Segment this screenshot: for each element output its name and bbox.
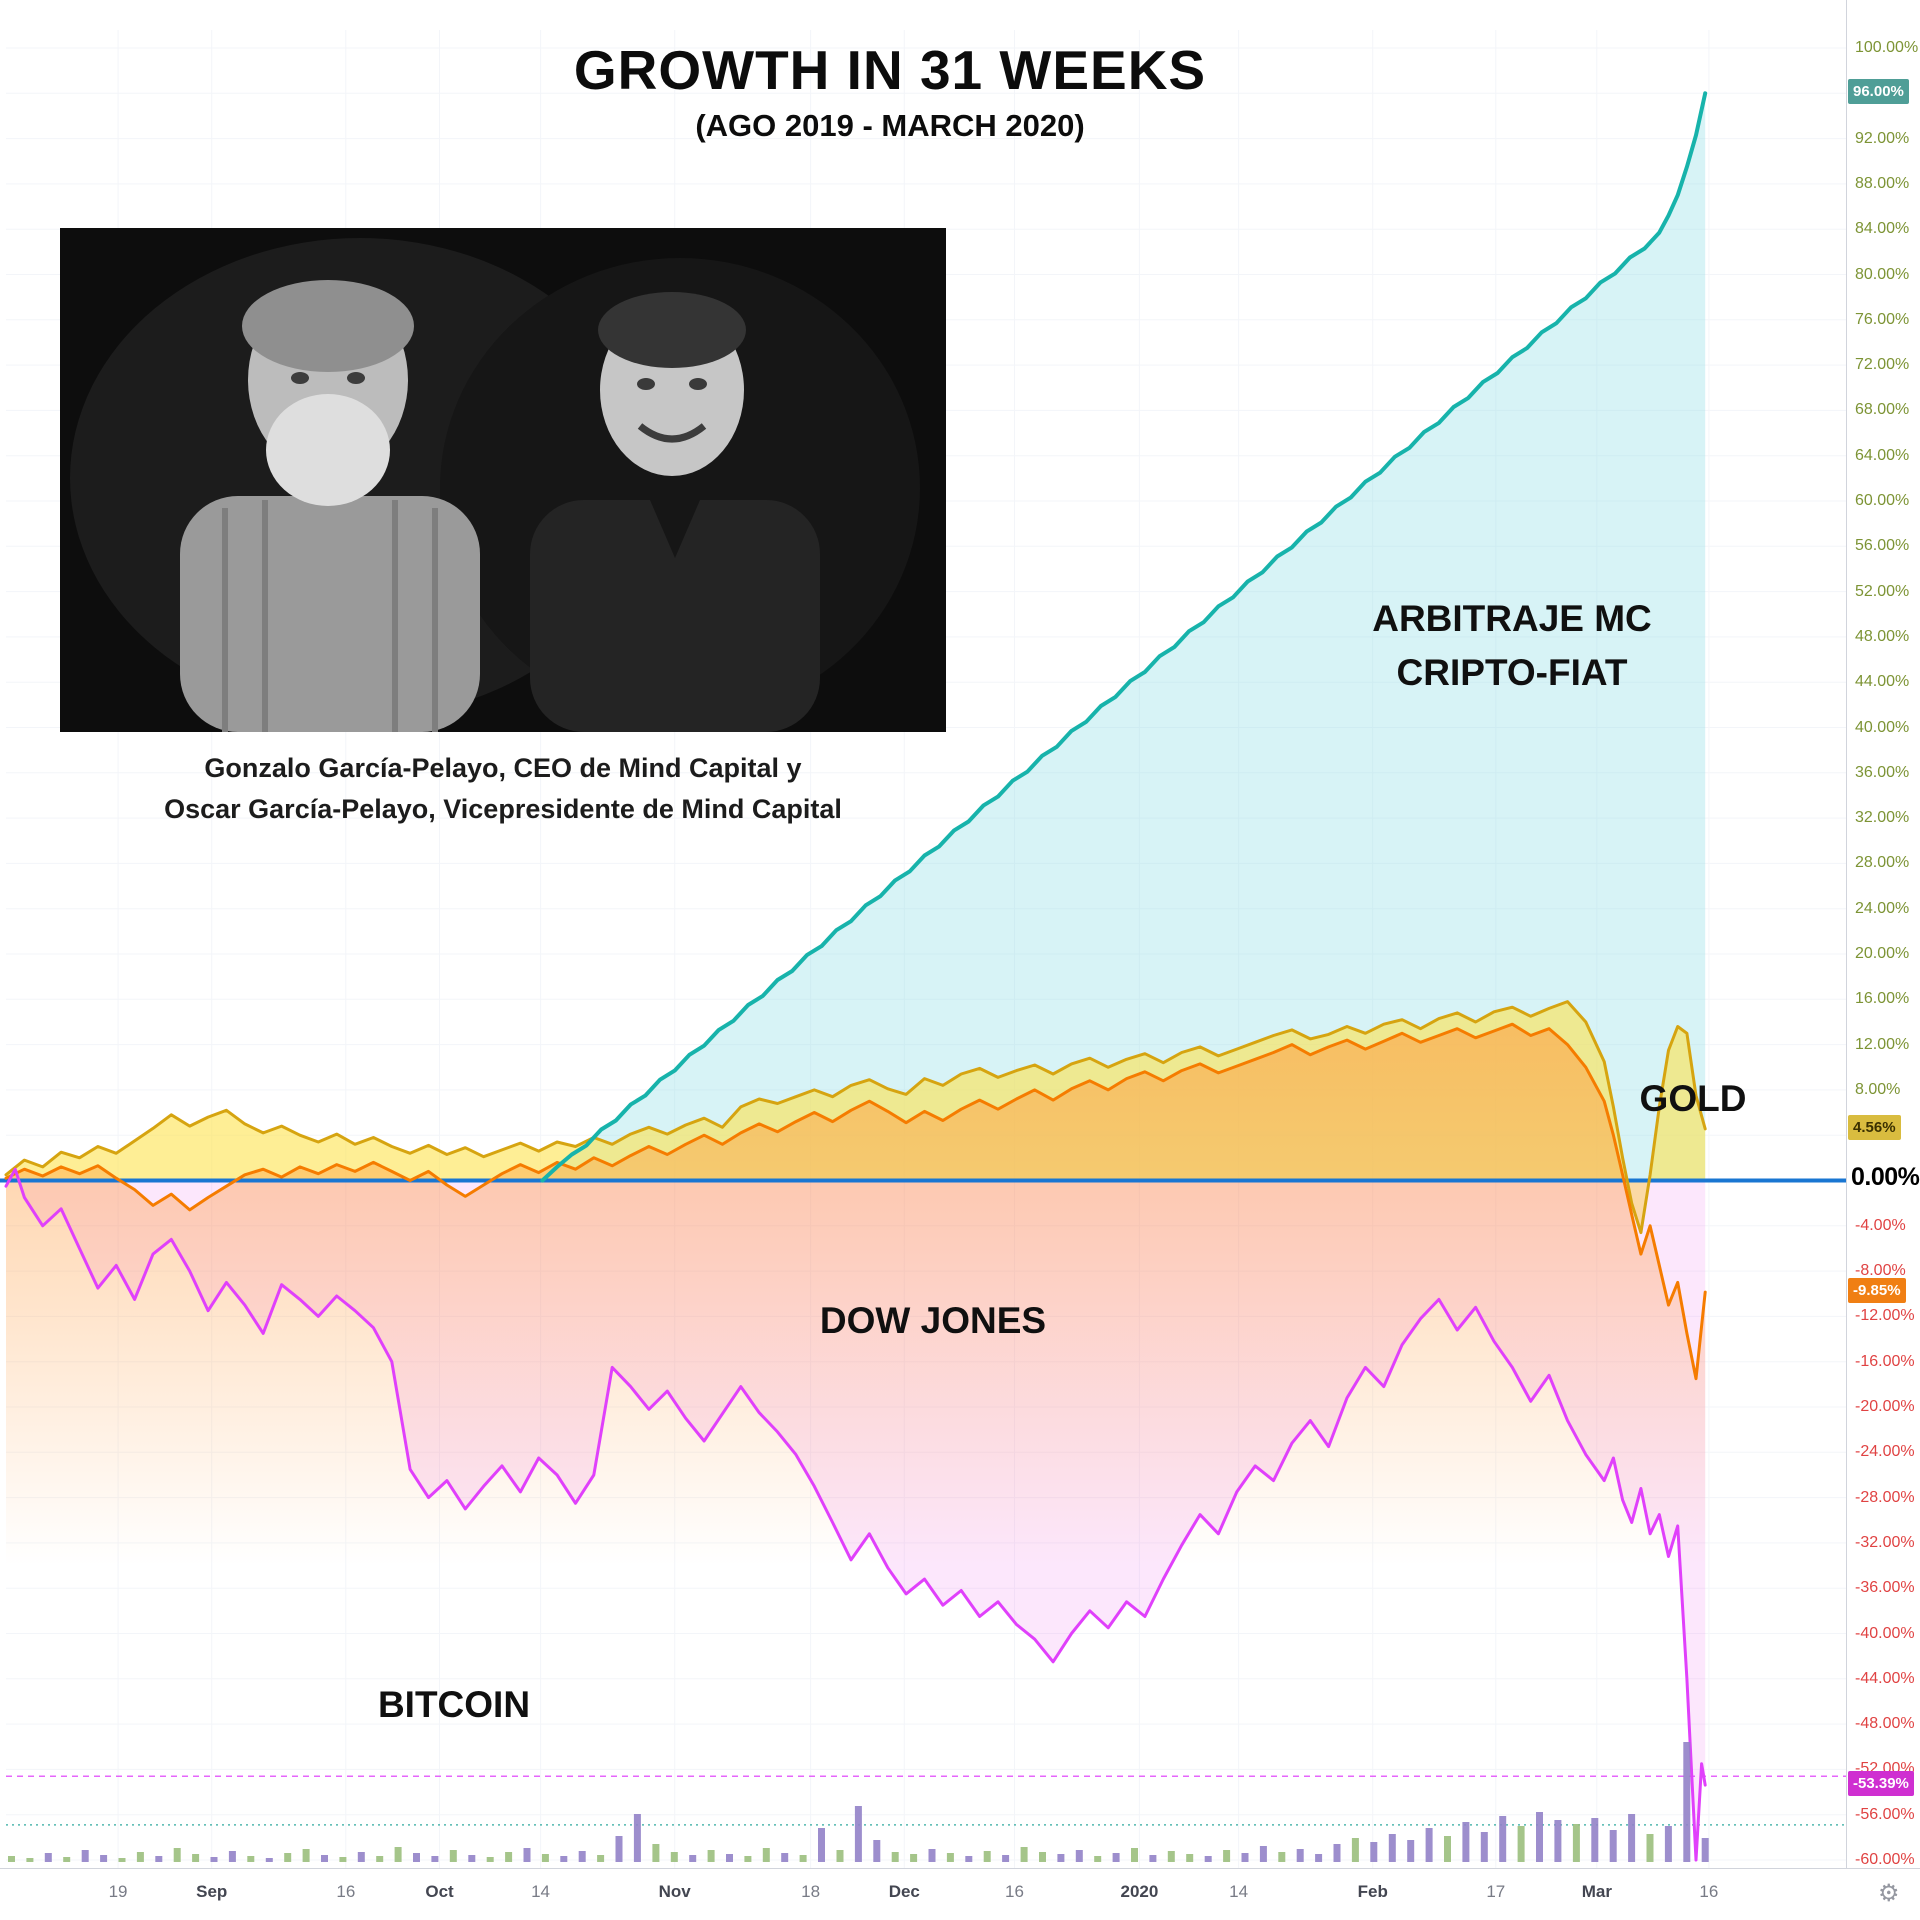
x-axis-tick: Feb [1357,1882,1388,1901]
y-axis-tick: 48.00% [1855,627,1910,645]
y-axis-tick: -56.00% [1855,1805,1915,1823]
y-axis-tick: 8.00% [1855,1080,1901,1098]
y-axis-tick: -32.00% [1855,1533,1915,1551]
y-axis-tick: 56.00% [1855,537,1910,555]
y-axis-tick: -48.00% [1855,1715,1915,1733]
x-axis-tick: 14 [531,1882,551,1901]
price-badge: -9.85% [1848,1278,1906,1304]
y-axis-tick: -44.00% [1855,1669,1915,1687]
series-label-arbitraje-line1: ARBITRAJE MC [1372,598,1652,639]
photo-caption: Gonzalo García-Pelayo, CEO de Mind Capit… [40,748,966,830]
y-axis-tick: 32.00% [1855,809,1910,827]
series-label-bitcoin: BITCOIN [377,1684,531,1725]
y-axis-tick: -28.00% [1855,1488,1915,1506]
y-axis-tick: 64.00% [1855,446,1910,464]
series-line-gold [4,1000,1707,1235]
x-axis-tick: Nov [658,1882,691,1901]
y-axis-tick: -12.00% [1855,1307,1915,1325]
series-line-dow [4,1022,1707,1381]
area-dow [6,1024,1706,1566]
y-axis-tick: -60.00% [1855,1851,1915,1868]
time-axis[interactable]: ⚙ 19 Sep 16 Oct 14 Nov 18 Dec 16 2020 14 Feb 17 Mar 16 [0,1868,1920,1920]
photo-caption-line2: Oscar García-Pelayo, Vicepresidente de M… [164,794,842,824]
x-axis-tick: Oct [425,1882,454,1901]
y-axis-tick: 84.00% [1855,220,1910,238]
area-arbitraje [542,93,1706,1181]
y-axis-tick: 80.00% [1855,265,1910,283]
price-badge: -53.39% [1848,1771,1914,1797]
y-axis-tick: -24.00% [1855,1443,1915,1461]
photo-placeholder [60,228,946,732]
series-label-arbitraje-line2: CRIPTO-FIAT [1396,652,1628,693]
y-axis-tick: 76.00% [1855,310,1910,328]
x-axis-tick: 14 [1229,1882,1249,1901]
series-line-bitcoin [4,1167,1707,1862]
zero-line-label: 0.00% [1851,1163,1920,1191]
series-line-arbitraje [540,91,1708,1183]
page-title: GROWTH IN 31 WEEKS [573,39,1207,101]
price-badge: 4.56% [1848,1114,1901,1140]
x-axis-tick: 16 [1005,1882,1024,1901]
y-axis-tick: -36.00% [1855,1579,1915,1597]
y-axis-tick: 40.00% [1855,718,1910,736]
y-axis-tick: 68.00% [1855,401,1910,419]
y-axis-tick: 36.00% [1855,763,1910,781]
x-axis-tick: Sep [196,1882,228,1901]
volume-bars [8,1742,1709,1862]
series-label-dow: DOW JONES [819,1300,1047,1341]
y-axis-tick: 72.00% [1855,356,1910,374]
y-axis-tick: -8.00% [1855,1262,1906,1280]
y-axis-tick: 60.00% [1855,492,1910,509]
gear-icon[interactable]: ⚙ [1878,1880,1900,1907]
y-axis-tick: -4.00% [1855,1216,1906,1234]
y-axis-tick: 100.00% [1855,39,1919,56]
x-axis-tick: 18 [801,1882,821,1901]
y-axis-tick: -16.00% [1855,1352,1915,1370]
x-axis-tick: Dec [888,1882,920,1901]
x-axis-tick: 2020 [1120,1882,1159,1901]
x-axis-tick: Mar [1581,1882,1612,1901]
y-axis-tick: 12.00% [1855,1035,1910,1053]
left-figure-body [180,496,480,732]
y-axis-tick: 52.00% [1855,582,1910,600]
x-axis-tick: 16 [336,1882,356,1901]
y-axis-tick: -20.00% [1855,1398,1915,1415]
y-axis-tick: 28.00% [1855,854,1910,872]
photo-frame [60,228,946,732]
right-figure-body [530,500,820,732]
series-label-gold: GOLD [1639,1078,1747,1119]
series-label-arbitraje: ARBITRAJE MC CRIPTO-FIAT [1292,592,1732,700]
y-axis-tick: 44.00% [1855,673,1910,691]
y-axis-tick: 88.00% [1855,174,1910,192]
y-axis-tick: 24.00% [1855,899,1910,917]
price-axis[interactable]: 0.00% -60.00% -56.00% -52.00% -48.00% -44.00… [1846,0,1920,1920]
y-axis-tick: 92.00% [1855,129,1910,147]
price-badge: 96.00% [1848,79,1909,105]
y-axis-tick: -40.00% [1855,1624,1915,1642]
x-axis-tick: 19 [108,1882,128,1901]
y-axis-tick: 16.00% [1855,990,1910,1008]
y-axis-tick: 20.00% [1855,945,1910,962]
x-axis-tick: 16 [1699,1882,1719,1901]
x-axis-tick: 17 [1486,1882,1506,1901]
page-subtitle: (AGO 2019 - MARCH 2020) [695,108,1085,143]
photo-caption-line1: Gonzalo García-Pelayo, CEO de Mind Capit… [204,753,802,783]
